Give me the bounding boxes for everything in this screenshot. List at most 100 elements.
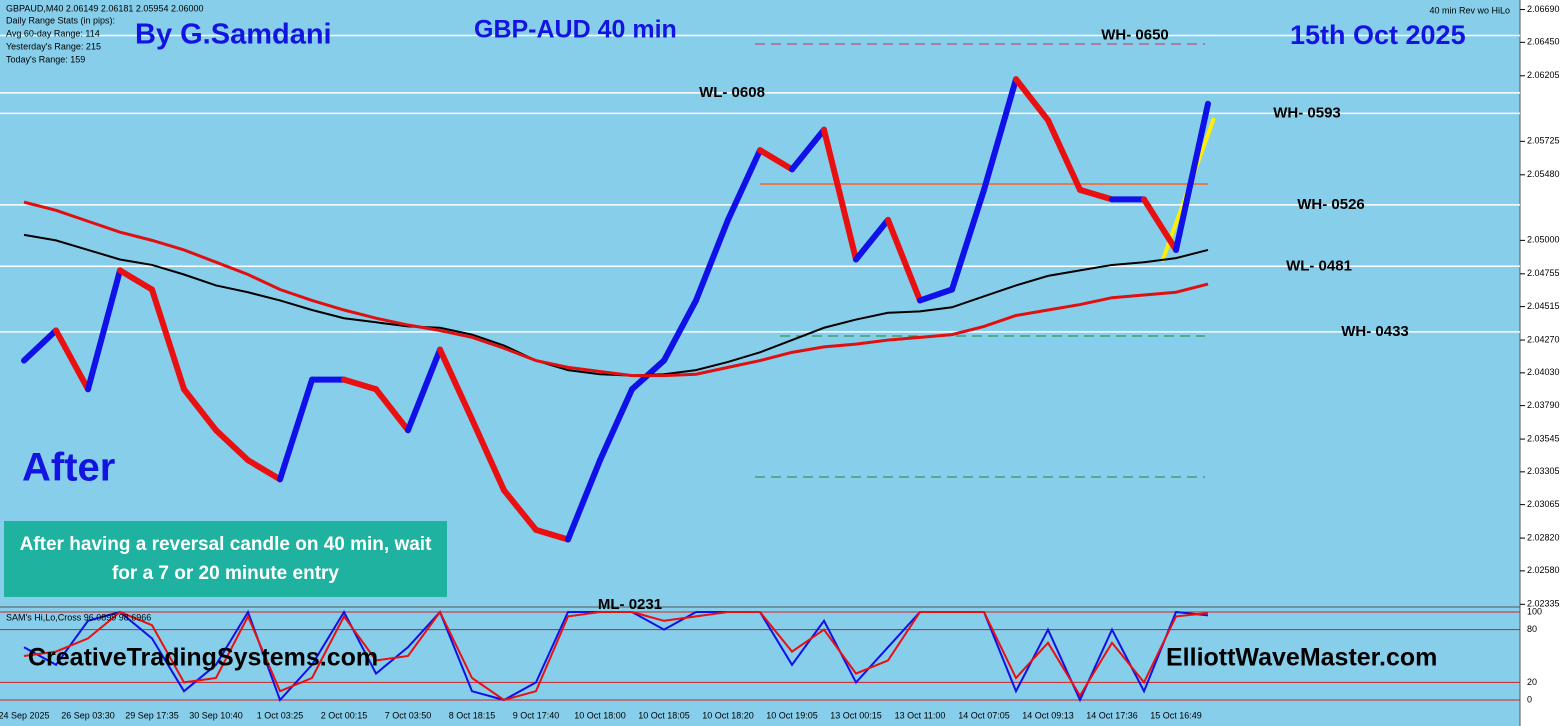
- x-tick-label: 14 Oct 07:05: [958, 710, 1010, 720]
- price-segment: [373, 386, 411, 434]
- indicator-name: 40 min Rev wo HiLo: [1429, 5, 1510, 15]
- x-tick-label: 26 Sep 03:30: [61, 710, 115, 720]
- main-panel: 2.06690 2.06450 2.06205 2.05725 2.05480 2.050…: [0, 4, 1560, 720]
- y-tick-label: 2.05725: [1527, 136, 1560, 146]
- oscillator-panel: 0 20 80 100: [0, 606, 1542, 704]
- level-label: WH- 0650: [1101, 26, 1169, 43]
- x-tick-label: 24 Sep 2025: [0, 710, 50, 720]
- price-segment: [117, 267, 155, 293]
- price-segment: [693, 216, 731, 304]
- price-segment: [981, 76, 1019, 193]
- y-tick-label: 2.04515: [1527, 301, 1560, 311]
- y-tick-label: 80: [1527, 624, 1537, 634]
- x-tick-label: 10 Oct 19:05: [766, 710, 818, 720]
- level-label: WH- 0433: [1341, 323, 1409, 340]
- oscillator-title: SAM's Hi,Lo,Cross 96.0899 98.6966: [6, 612, 151, 622]
- plot-background: [0, 0, 1520, 726]
- price-segment: [853, 216, 891, 263]
- x-tick-label: 10 Oct 18:00: [574, 710, 626, 720]
- brand: CreativeTradingSystems.com: [28, 644, 378, 672]
- stats: Daily Range Stats (in pips):: [6, 15, 115, 25]
- price-segment: [277, 376, 315, 483]
- y-tick-label: 2.02820: [1527, 532, 1560, 542]
- x-tick-label: 8 Oct 18:15: [449, 710, 496, 720]
- price-segment: [21, 327, 59, 364]
- y-tick-label: 2.02580: [1527, 565, 1560, 575]
- stats: Yesterday's Range: 215: [6, 41, 101, 51]
- price-segment: [917, 286, 955, 304]
- price-segment: [1013, 76, 1051, 124]
- y-tick-label: 2.02335: [1527, 599, 1560, 609]
- x-tick-label: 1 Oct 03:25: [257, 710, 304, 720]
- level-label: WL- 0608: [699, 84, 765, 101]
- price-segment: [53, 327, 91, 393]
- x-tick-label: 29 Sep 17:35: [125, 710, 179, 720]
- y-tick-label: 2.03305: [1527, 466, 1560, 476]
- y-tick-label: 2.05480: [1527, 169, 1560, 179]
- price-segment: [1045, 117, 1083, 193]
- price-segment: [437, 346, 475, 423]
- price-segment: [757, 147, 795, 173]
- y-tick-label: 2.04270: [1527, 334, 1560, 344]
- y-tick-label: 2.03545: [1527, 433, 1560, 443]
- y-tick-label: 2.05000: [1527, 235, 1560, 245]
- x-tick-label: 7 Oct 03:50: [385, 710, 432, 720]
- axis-background: [1520, 0, 1568, 726]
- note: After having a reversal candle on 40 min…: [19, 534, 432, 584]
- y-tick-label: 2.06205: [1527, 70, 1560, 80]
- x-tick-label: 10 Oct 18:20: [702, 710, 754, 720]
- x-tick-label: 9 Oct 17:40: [513, 710, 560, 720]
- oscillator-line: [23, 610, 1209, 702]
- price-segment: [821, 126, 859, 263]
- price-segment: [885, 216, 923, 304]
- price-segment: [501, 487, 539, 533]
- price-segment: [405, 346, 443, 434]
- symbol-info: GBPAUD,M40 2.06149 2.06181 2.05954 2.060…: [6, 3, 203, 13]
- price-segment: [245, 457, 283, 483]
- price-segment: [85, 267, 123, 393]
- y-tick-label: 100: [1527, 606, 1542, 616]
- price-segment: [533, 526, 571, 543]
- x-tick-label: 13 Oct 00:15: [830, 710, 882, 720]
- price-segment: [661, 297, 699, 364]
- level-label: WH- 0593: [1273, 104, 1341, 121]
- y-tick-label: 0: [1527, 694, 1532, 704]
- y-tick-label: 2.04030: [1527, 367, 1560, 377]
- level-label: ML- 0231: [598, 596, 662, 613]
- y-tick-label: 2.03790: [1527, 400, 1560, 410]
- y-tick-label: 2.03065: [1527, 499, 1560, 509]
- y-tick-label: 2.04755: [1527, 268, 1560, 278]
- chart-title: GBP-AUD 40 min: [474, 16, 677, 44]
- brand: ElliottWaveMaster.com: [1166, 644, 1437, 672]
- price-segment: [789, 126, 827, 173]
- level-label: WL- 0481: [1286, 257, 1352, 274]
- x-tick-label: 15 Oct 16:49: [1150, 710, 1202, 720]
- x-tick-label: 14 Oct 17:36: [1086, 710, 1138, 720]
- y-tick-label: 20: [1527, 677, 1537, 687]
- price-segment: [1077, 186, 1115, 203]
- stage-label: After: [22, 446, 115, 490]
- y-tick-label: 2.06690: [1527, 4, 1560, 14]
- x-tick-label: 2 Oct 00:15: [321, 710, 368, 720]
- price-segment: [1173, 100, 1211, 253]
- date: 15th Oct 2025: [1290, 20, 1466, 50]
- price-segment: [341, 376, 379, 393]
- note-box: [4, 521, 447, 597]
- note-container: After having a reversal candle on 40 min…: [19, 534, 432, 584]
- x-tick-label: 13 Oct 11:00: [895, 710, 946, 720]
- price-segment: [597, 386, 635, 464]
- x-tick-label: 14 Oct 09:13: [1022, 710, 1074, 720]
- author: By G.Samdani: [135, 19, 332, 51]
- x-tick-label: 30 Sep 10:40: [189, 710, 243, 720]
- stats: Avg 60-day Range: 114: [6, 28, 100, 38]
- stats: Today's Range: 159: [6, 54, 85, 64]
- x-tick-label: 10 Oct 18:05: [638, 710, 690, 720]
- price-segment: [725, 147, 763, 223]
- price-segment: [949, 186, 987, 293]
- price-segment: [213, 427, 251, 464]
- price-segment: [469, 416, 507, 494]
- moving-average: [23, 200, 1209, 378]
- price-segment: [149, 286, 187, 393]
